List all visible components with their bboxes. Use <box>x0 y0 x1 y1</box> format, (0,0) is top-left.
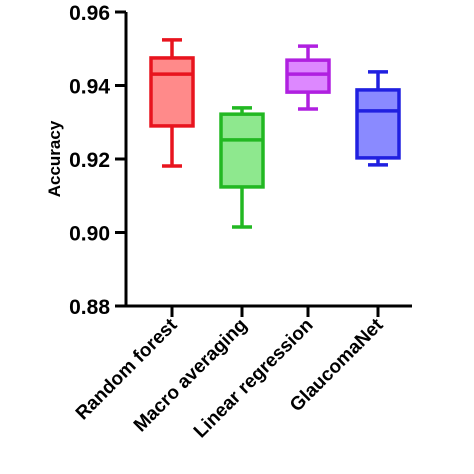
y-tick-label: 0.88 <box>69 296 110 319</box>
y-tick-label: 0.96 <box>69 2 110 25</box>
box <box>149 56 195 128</box>
y-axis-label: Accuracy <box>45 120 64 197</box>
box <box>219 112 265 189</box>
y-tick-label: 0.92 <box>69 149 110 172</box>
box <box>285 58 331 94</box>
x-tick-label: Linear regression <box>190 315 318 443</box>
box <box>355 88 401 160</box>
y-tick-label: 0.90 <box>69 223 110 246</box>
y-tick-label: 0.94 <box>69 76 110 99</box>
